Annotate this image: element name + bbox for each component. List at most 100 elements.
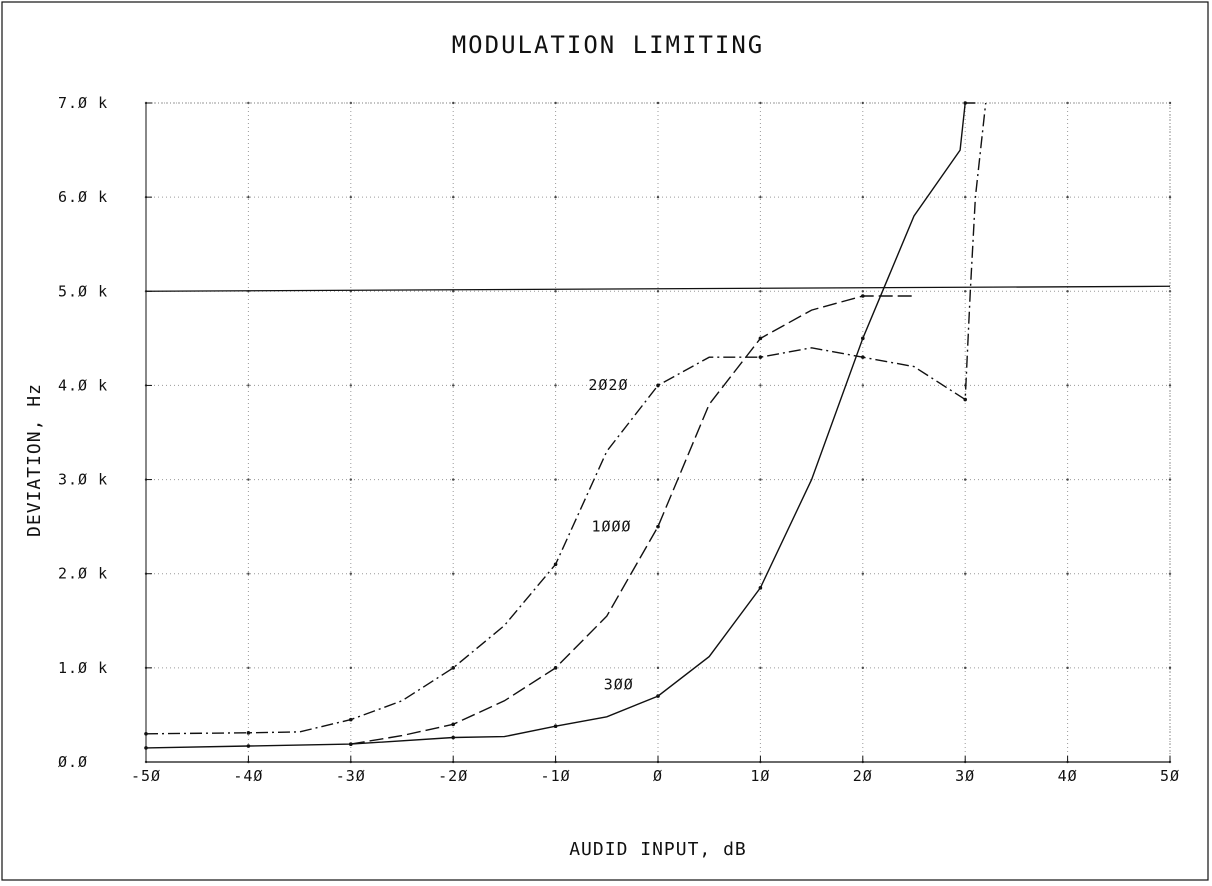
grid-dot [349,666,352,670]
series-point [861,355,865,359]
y-tick-label-5: 5.Ø k [58,282,108,300]
grid-dot [1168,666,1172,670]
grid-dot [349,572,352,575]
series-point [451,722,456,727]
grid-dot [554,384,557,387]
curve-label-1: 1ØØØ [591,517,631,535]
series-layer [144,101,987,750]
grid-dot [759,290,762,293]
grid-dot [247,478,250,481]
series-point [349,742,353,746]
x-tick-label-3: -2Ø [438,767,468,785]
series-point [758,586,763,590]
grid-dot [452,478,455,481]
series-line-1 [350,295,914,745]
grid-dot [861,572,864,575]
grid-dot [1168,195,1172,199]
grid-dot [349,384,352,387]
grid-dot [1066,572,1069,575]
grid-dot [247,666,250,670]
x-tick-label-2: -3Ø [336,767,366,785]
x-axis-label: AUDID INPUT, dB [569,839,747,860]
x-tick-label-0: -5Ø [131,767,161,785]
grid-dot [1168,478,1172,481]
curve-label-0: 2Ø2Ø [588,376,628,394]
series-point [656,383,660,388]
grid-dot [656,478,660,481]
grid-dot [656,572,660,575]
series-point [246,731,251,735]
series-point [963,397,967,402]
grid-dot [554,290,557,293]
axes-layer [145,102,1171,763]
grid-dot [964,478,967,481]
grid-dot [861,101,864,105]
series-point [963,101,967,105]
series-point [246,744,251,748]
grid-dot [452,384,455,387]
grid-dot [656,666,660,670]
series-point [144,731,148,736]
series-point [656,694,660,698]
grid-dot [1066,384,1069,387]
y-tick-label-6: 6.Ø k [58,188,108,206]
series-point [553,666,558,670]
series-point [656,524,660,529]
grid-dot [759,478,762,481]
series-point [553,562,558,567]
grid-dot [656,101,660,105]
x-tick-label-4: -1Ø [541,767,571,785]
grid-dot [964,572,967,575]
grid-dot [861,384,864,387]
series-point [861,336,865,341]
y-tick-label-2: 2.Ø k [58,565,108,583]
series-point [451,666,456,670]
y-tick-label-7: 7.Ø k [58,94,108,112]
grid-dot [964,666,967,670]
grid-dot [554,478,557,481]
x-tick-label-8: 3Ø [955,767,975,785]
grid-dot [759,195,762,199]
curve-label-layer: 2Ø2Ø 1ØØØ 3ØØ [588,376,634,694]
grid-dot [759,101,762,105]
grid-dot [861,290,864,293]
grid-dot [349,195,352,199]
grid-dot [1066,478,1069,481]
x-tick-label-10: 5Ø [1160,767,1180,785]
y-tick-label-1: 1.Ø k [58,659,108,677]
tick-label-layer: -5Ø -4Ø -3Ø -2Ø -1Ø Ø 1Ø 2Ø 3Ø 4Ø 5Ø Ø.Ø 1.Ø k 2.Ø k 3… [58,94,1180,785]
grid-dot [1066,290,1069,293]
series-point [758,355,763,359]
y-tick-label-3: 3.Ø k [58,471,108,489]
grid-dot [861,478,864,481]
grid-dot [1168,384,1172,387]
x-tick-label-9: 4Ø [1058,767,1078,785]
series-point [861,294,865,298]
grid-dot [656,290,660,293]
series-point [758,336,763,341]
grid-dot [759,666,762,670]
series-point [553,724,558,729]
x-tick-label-6: 1Ø [750,767,770,785]
series-point [349,717,353,722]
grid-dot [452,195,455,199]
grid-dot [452,572,455,575]
series-line-0 [145,102,976,749]
curve-label-2: 3ØØ [604,676,634,694]
grid-dot [759,572,762,575]
grid-dot [1066,195,1069,199]
chart-title: MODULATION LIMITING [452,31,765,59]
grid-dot [452,290,455,293]
grid-dot [247,195,250,199]
y-axis-label: DEVIATION, Hz [24,383,45,537]
x-tick-label-1: -4Ø [233,767,263,785]
grid-dot [964,195,967,199]
grid-dot [861,195,864,199]
grid-dot [554,195,557,199]
grid-dot [452,101,455,105]
grid-dot [554,572,557,575]
reference-line-5k [145,285,1171,292]
grid-dot [247,572,250,575]
grid-dot [759,384,762,387]
